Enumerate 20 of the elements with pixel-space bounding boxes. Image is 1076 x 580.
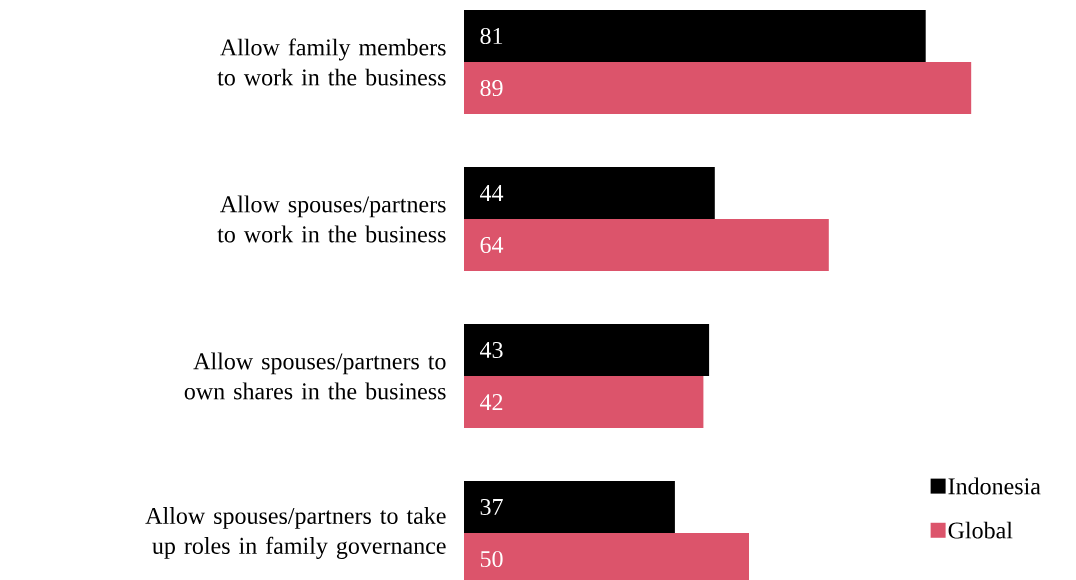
y-tick-label: Allow spouses/partners to work in the business	[217, 195, 446, 243]
legend-label: Global	[948, 521, 1013, 539]
data-label: 37	[480, 498, 503, 516]
data-label: 43	[480, 341, 503, 359]
bar	[464, 167, 715, 219]
y-tick-label: Allow spouses/partners to take up roles in family governance	[145, 507, 446, 559]
legend-label: Indonesia	[948, 477, 1041, 495]
bar	[464, 324, 710, 376]
y-tick-label: Allow family members to work in the business	[217, 38, 446, 86]
bar	[464, 376, 704, 428]
data-label: 64	[480, 236, 504, 254]
data-label: 44	[480, 185, 504, 201]
data-label: 89	[480, 79, 503, 97]
data-label: 50	[480, 550, 503, 568]
bar	[464, 219, 829, 271]
bar	[464, 10, 926, 62]
data-label: 42	[480, 394, 503, 410]
data-label: 81	[480, 27, 503, 45]
y-tick-label: Allow spouses/partners to own shares in the business	[184, 352, 446, 400]
bar	[464, 62, 972, 115]
